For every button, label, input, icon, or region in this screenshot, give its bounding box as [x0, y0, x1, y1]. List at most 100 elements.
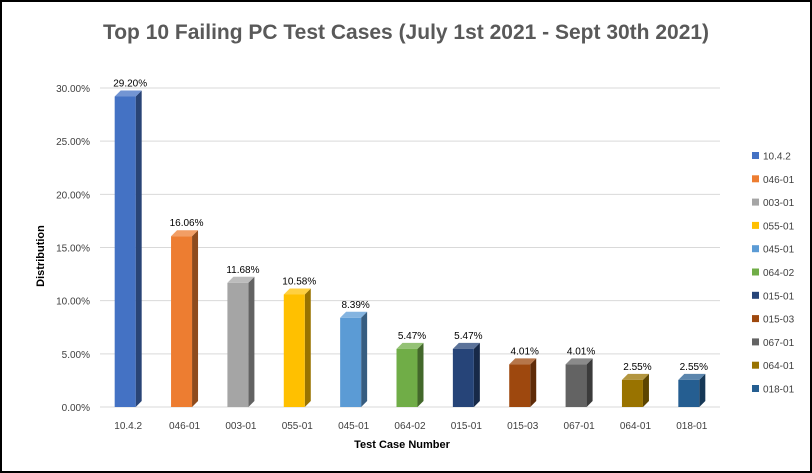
gridlines — [100, 87, 720, 408]
bar-front — [452, 348, 474, 407]
data-label: 8.39% — [341, 300, 369, 311]
x-tick-label: 003-01 — [225, 421, 257, 432]
legend-swatch — [752, 385, 759, 392]
y-tick-label: 15.00% — [56, 244, 90, 255]
bar-top — [227, 276, 255, 283]
bar-045-01: 8.39% — [340, 300, 370, 407]
bar-046-01: 16.06% — [170, 218, 204, 407]
bars: 29.20% 16.06% 11.68% 10.58% 8.39% 5.47% 5.47% 4… — [113, 79, 708, 408]
y-axis-ticks: 0.00% 5.00% 10.00% 15.00% 20.00% 25.00% 30.00% — [56, 84, 90, 414]
x-axis-ticks: 10.4.2 046-01 003-01 055-01 045-01 064-02 015-… — [114, 421, 708, 432]
x-tick-label: 045-01 — [338, 421, 370, 432]
legend-label: 003-01 — [763, 198, 795, 209]
legend-label: 015-03 — [763, 315, 795, 326]
bar-top — [283, 288, 311, 295]
x-tick-label: 064-02 — [394, 421, 426, 432]
data-label: 29.20% — [113, 79, 147, 90]
data-label: 2.55% — [680, 362, 708, 373]
legend-swatch — [752, 338, 759, 346]
bar-top — [678, 373, 706, 380]
bar-015-01: 5.47% — [452, 331, 483, 407]
bar-side — [361, 311, 368, 407]
legend-swatch — [752, 198, 759, 206]
x-tick-label: 10.4.2 — [114, 421, 142, 432]
bar-064-01: 2.55% — [621, 362, 652, 407]
x-tick-label: 018-01 — [676, 421, 708, 432]
legend-label: 055-01 — [763, 221, 795, 232]
legend-item: 067-01 — [752, 338, 795, 349]
data-label: 16.06% — [170, 218, 204, 229]
legend-swatch — [752, 315, 759, 323]
legend-label: 064-01 — [763, 361, 795, 372]
legend-label: 018-01 — [763, 385, 795, 396]
legend-label: 10.4.2 — [763, 152, 791, 163]
bar-front — [396, 348, 418, 407]
legend-label: 046-01 — [763, 175, 795, 186]
x-tick-label: 064-01 — [620, 421, 652, 432]
bar-front — [565, 364, 587, 407]
bar-front — [509, 364, 531, 407]
bar-top — [396, 342, 424, 349]
bar-015-03: 4.01% — [509, 346, 539, 407]
y-tick-label: 0.00% — [62, 403, 90, 414]
bar-side — [417, 342, 424, 407]
legend-swatch — [752, 245, 759, 253]
legend-item: 046-01 — [752, 175, 795, 186]
bar-10.4.2: 29.20% — [113, 79, 147, 408]
bar-front — [678, 379, 700, 407]
bar-front — [171, 236, 193, 407]
bar-003-01: 11.68% — [226, 265, 260, 407]
bar-067-01: 4.01% — [565, 346, 595, 407]
legend-label: 045-01 — [763, 245, 795, 256]
bar-side — [304, 288, 311, 407]
bar-side — [699, 373, 706, 407]
bar-side — [530, 358, 537, 407]
legend-item: 064-01 — [752, 361, 795, 372]
legend-item: 003-01 — [752, 198, 795, 209]
legend-label: 015-01 — [763, 291, 795, 302]
legend-label: 067-01 — [763, 338, 795, 349]
data-label: 5.47% — [454, 331, 482, 342]
legend-swatch — [752, 175, 759, 183]
bar-top — [509, 358, 537, 365]
bar-front — [114, 96, 136, 408]
bar-top — [340, 311, 368, 318]
legend-item: 10.4.2 — [752, 152, 791, 163]
bar-018-01: 2.55% — [678, 362, 708, 407]
x-tick-label: 046-01 — [169, 421, 201, 432]
y-tick-label: 5.00% — [62, 350, 90, 361]
bar-064-02: 5.47% — [396, 331, 426, 407]
data-label: 4.01% — [567, 346, 595, 357]
y-tick-label: 20.00% — [56, 190, 90, 201]
data-label: 4.01% — [511, 346, 539, 357]
bar-front — [283, 294, 305, 407]
x-tick-label: 067-01 — [564, 421, 596, 432]
bar-front — [621, 379, 643, 407]
data-label: 2.55% — [623, 362, 651, 373]
legend-item: 055-01 — [752, 221, 795, 232]
y-tick-label: 30.00% — [56, 84, 90, 95]
bar-side — [248, 276, 255, 407]
legend-swatch — [752, 268, 759, 276]
legend-swatch — [752, 291, 759, 299]
bar-side — [135, 90, 142, 408]
legend-item: 045-01 — [752, 245, 795, 256]
y-tick-label: 25.00% — [56, 137, 90, 148]
data-label: 5.47% — [398, 331, 426, 342]
x-axis-title: Test Case Number — [354, 439, 450, 451]
bar-top — [114, 90, 142, 97]
x-tick-label: 015-01 — [451, 421, 483, 432]
data-label: 10.58% — [282, 276, 316, 287]
data-label: 11.68% — [226, 265, 259, 276]
legend-swatch — [752, 361, 759, 369]
bar-side — [473, 342, 480, 407]
legend-item: 015-01 — [752, 291, 795, 302]
bar-side — [586, 358, 593, 407]
legend-item: 015-03 — [752, 315, 795, 326]
legend-label: 064-02 — [763, 268, 795, 279]
bar-side — [642, 373, 649, 407]
chart-title: Top 10 Failing PC Test Cases (July 1st 2… — [103, 21, 709, 44]
legend-swatch — [752, 152, 759, 159]
